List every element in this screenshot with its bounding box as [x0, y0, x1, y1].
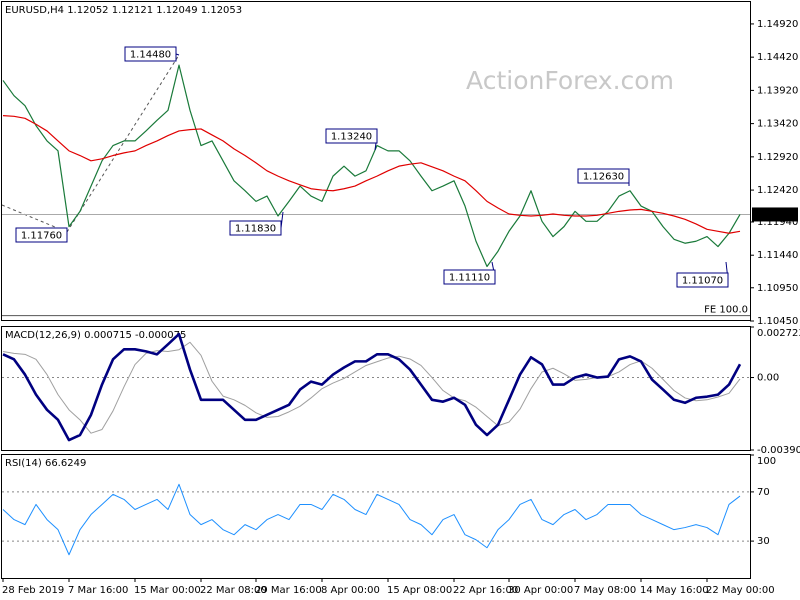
y-tick-label: 1.12420: [757, 185, 798, 196]
series-line: [2, 115, 741, 234]
annotation: 1.12630: [583, 172, 624, 183]
annotation: 1.11760: [21, 231, 62, 242]
rsi-panel: [1, 454, 751, 579]
y-tick-label: 70: [757, 487, 770, 498]
x-tick-label: 7 Mar 16:00: [68, 585, 128, 596]
y-tick-label: 1.14920: [757, 19, 798, 30]
x-tick-label: 14 May 16:00: [640, 585, 709, 596]
annotation: 1.11110: [449, 273, 490, 284]
annotation-box: [577, 168, 630, 184]
x-tick-label: 22 Mar 08:00: [200, 585, 267, 596]
last-price-tag: [752, 207, 798, 222]
annotation-box: [229, 220, 282, 236]
y-tick-label: 1.13420: [757, 119, 798, 130]
y-tick-label: 1.12920: [757, 152, 798, 163]
y-tick-label: 1.10950: [757, 283, 798, 294]
annotation-box: [443, 269, 496, 285]
annotation-box: [325, 128, 378, 144]
annotation: 1.11830: [235, 224, 276, 235]
x-tick-label: 15 Mar 00:00: [134, 585, 201, 596]
series-line: [2, 341, 741, 434]
y-tick-label: 1.11940: [757, 217, 798, 228]
x-tick-label: 8 Apr 00:00: [321, 585, 380, 596]
annotation-box: [676, 272, 729, 288]
series-line: [2, 332, 742, 442]
x-tick-label: 7 May 08:00: [574, 585, 636, 596]
series-line: [2, 483, 741, 556]
macd-title: MACD(12,26,9) 0.000715 -0.000075: [5, 330, 186, 341]
y-tick-label: 1.10450: [757, 316, 798, 327]
chart-title: EURUSD,H4 1.12052 1.12121 1.12049 1.1205…: [5, 5, 242, 16]
x-tick-label: 22 Apr 16:00: [453, 585, 518, 596]
annotation: 1.14480: [130, 50, 171, 61]
last-price-label: 1.12053: [755, 209, 796, 220]
y-tick-label: 1.14420: [757, 52, 798, 63]
fe-label: FE 100.0: [704, 305, 748, 316]
annotation-box: [15, 227, 68, 243]
y-tick-label: 0.002723: [757, 328, 800, 339]
y-tick-label: 30: [757, 536, 770, 547]
y-tick-label: -0.003905: [757, 445, 800, 456]
fib-line: [66, 54, 180, 233]
macd-panel: [1, 326, 751, 451]
x-tick-label: 30 Apr 00:00: [508, 585, 573, 596]
rsi-title: RSI(14) 66.6249: [5, 458, 86, 469]
annotation: 1.13240: [331, 132, 372, 143]
price-panel: [1, 1, 751, 321]
annotation: 1.11070: [682, 276, 723, 287]
y-tick-label: 1.11440: [757, 250, 798, 261]
x-tick-label: 15 Apr 08:00: [387, 585, 452, 596]
series-line: [2, 64, 741, 268]
x-tick-label: 28 Feb 2019: [2, 585, 64, 596]
annotation-box: [124, 46, 177, 62]
x-tick-label: 29 Mar 16:00: [255, 585, 322, 596]
y-tick-label: 100: [757, 456, 776, 467]
x-tick-label: 22 May 00:00: [706, 585, 775, 596]
y-tick-label: 1.13920: [757, 85, 798, 96]
watermark: ActionForex.com: [466, 66, 674, 95]
y-tick-label: 0.00: [757, 373, 779, 384]
